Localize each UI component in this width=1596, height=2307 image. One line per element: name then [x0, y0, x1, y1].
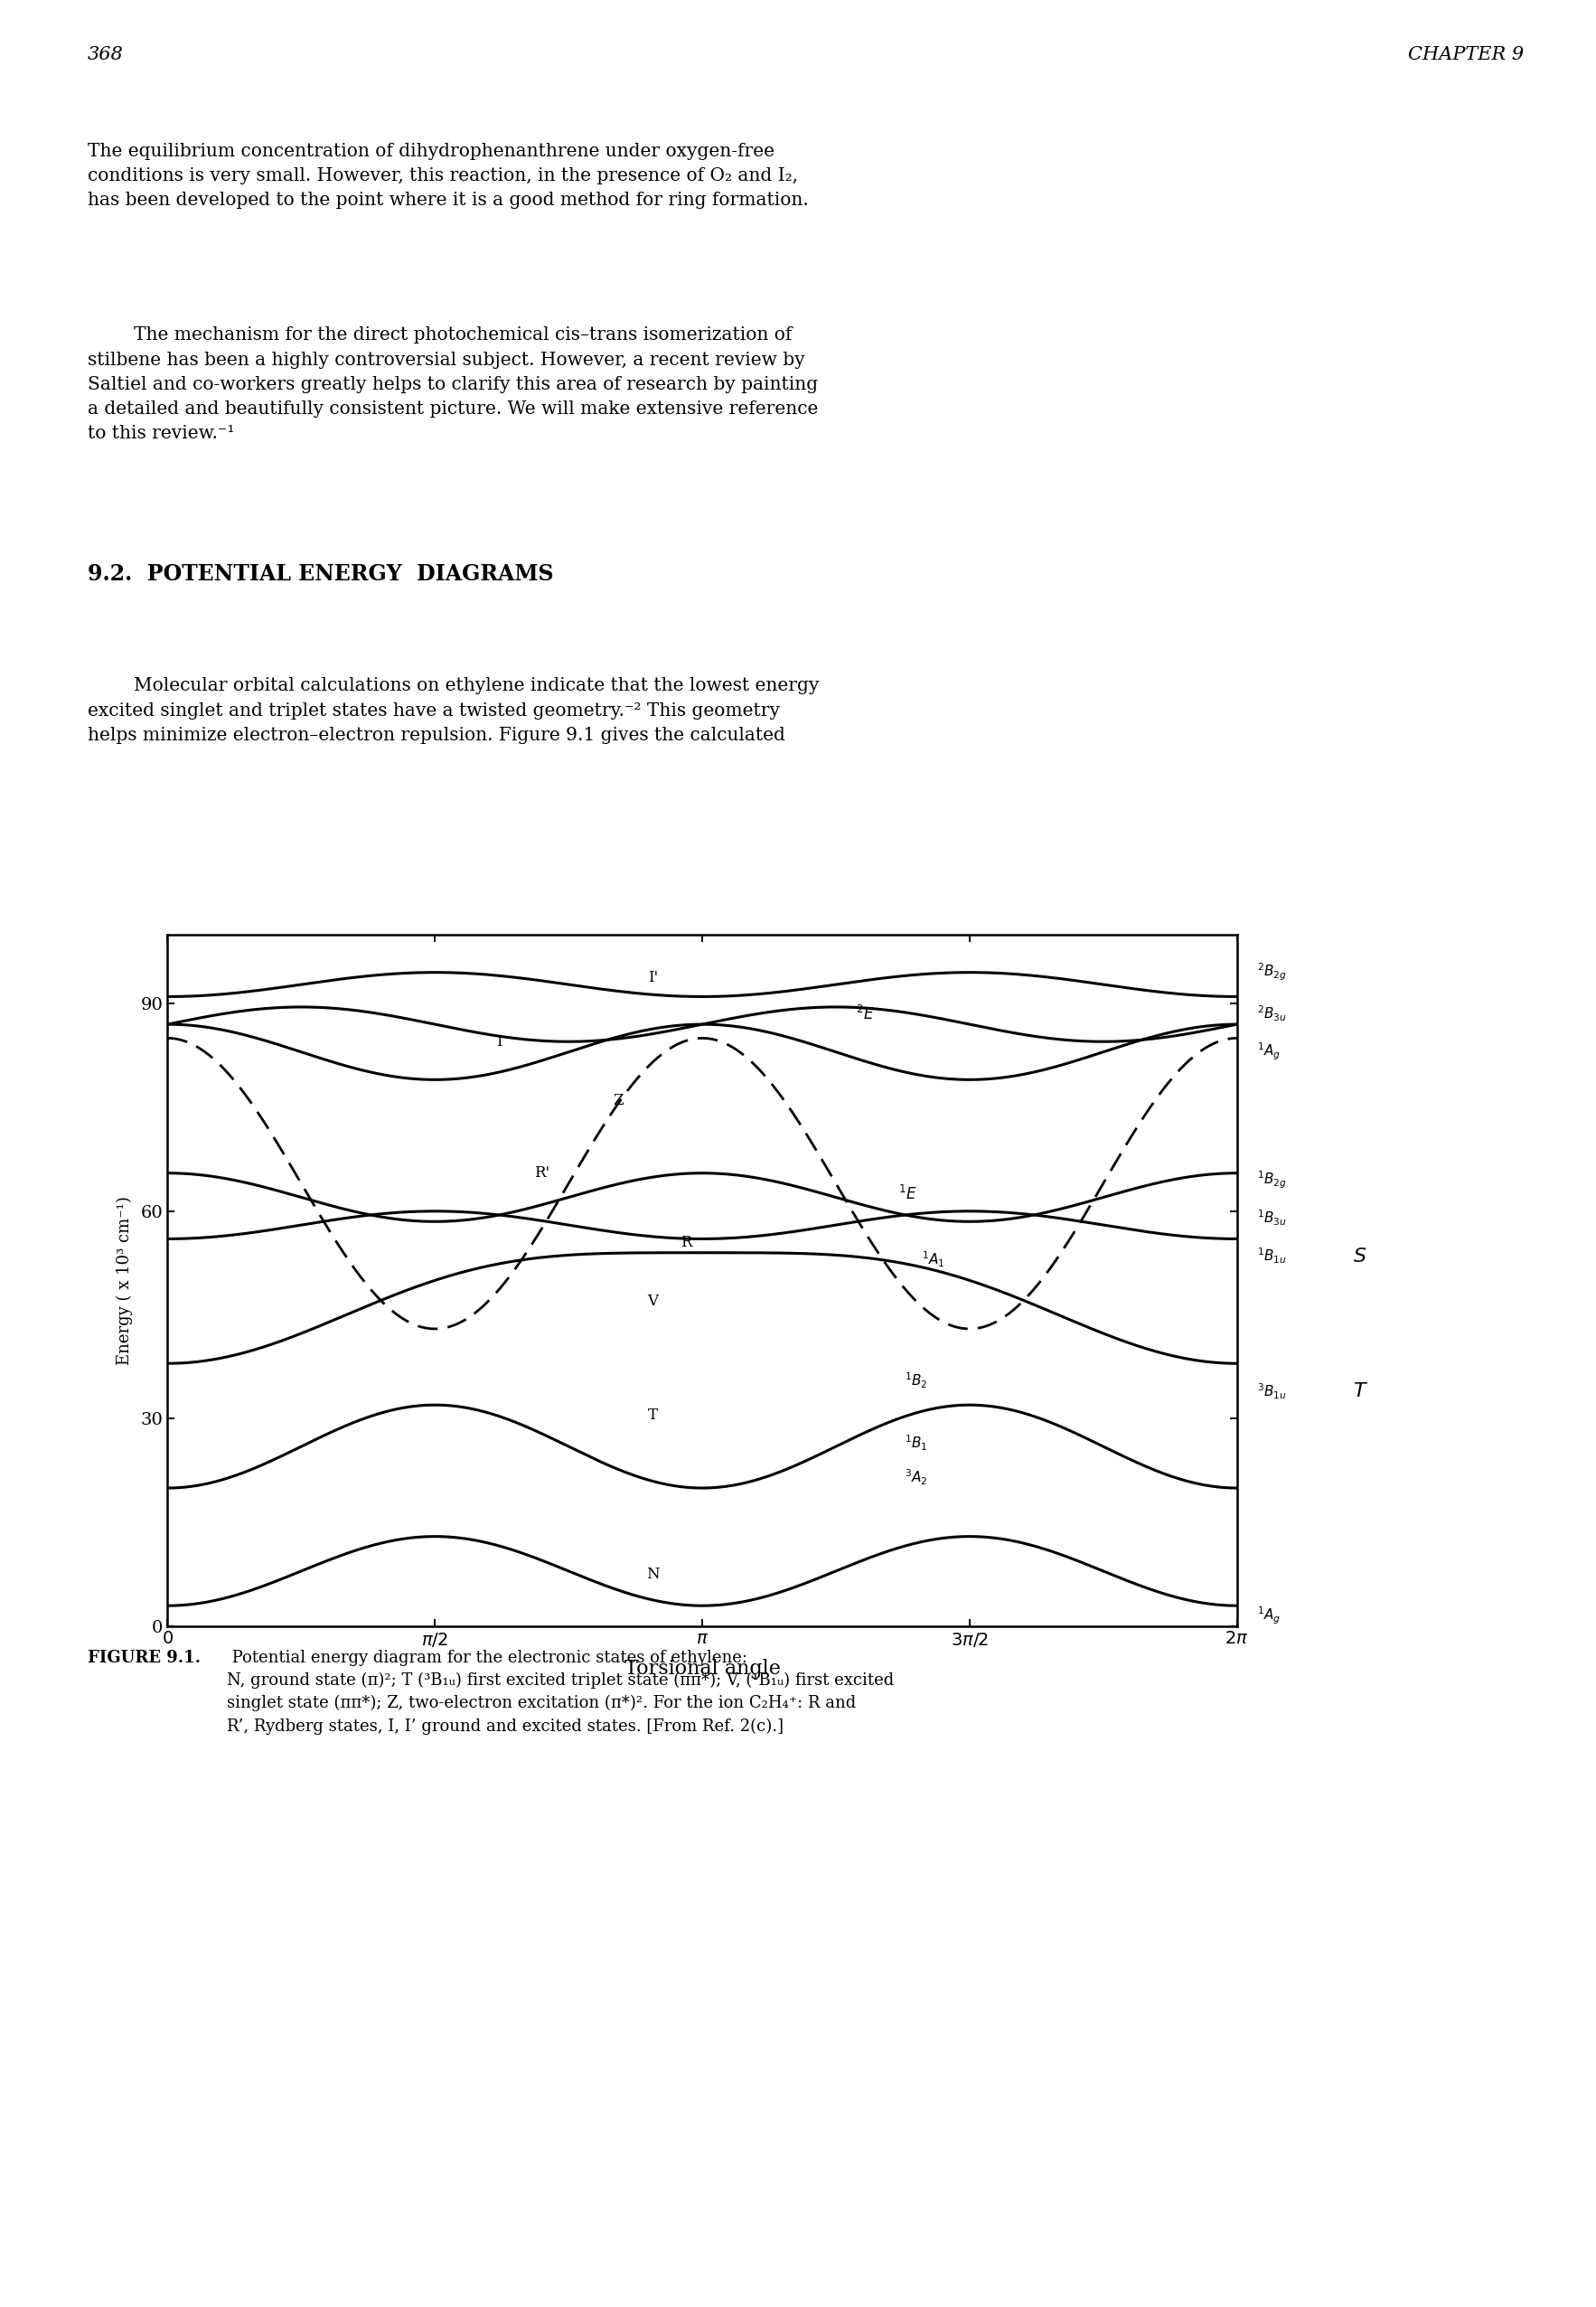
Text: $^1A_g$: $^1A_g$ [1258, 1606, 1282, 1626]
Text: I': I' [648, 969, 658, 985]
Text: N: N [646, 1566, 659, 1583]
Text: CHAPTER 9: CHAPTER 9 [1408, 46, 1524, 62]
Text: R: R [681, 1234, 693, 1250]
Text: $^1B_{3u}$: $^1B_{3u}$ [1258, 1209, 1286, 1227]
Text: Molecular orbital calculations on ethylene indicate that the lowest energy
excit: Molecular orbital calculations on ethyle… [88, 678, 819, 743]
Text: Z: Z [613, 1094, 624, 1107]
Text: $^1A_1$: $^1A_1$ [922, 1250, 945, 1269]
Text: The mechanism for the direct photochemical cis–trans isomerization of
stilbene h: The mechanism for the direct photochemic… [88, 328, 819, 443]
Text: T: T [648, 1407, 658, 1423]
Text: V: V [648, 1294, 658, 1308]
Text: I: I [496, 1034, 503, 1050]
Text: 9.2.  POTENTIAL ENERGY  DIAGRAMS: 9.2. POTENTIAL ENERGY DIAGRAMS [88, 563, 554, 586]
Text: R': R' [535, 1165, 549, 1181]
Text: $^3B_{1u}$: $^3B_{1u}$ [1258, 1382, 1286, 1400]
Text: $^1E$: $^1E$ [899, 1186, 918, 1202]
Text: $^1B_2$: $^1B_2$ [905, 1370, 927, 1391]
X-axis label: Torsional angle: Torsional angle [624, 1659, 780, 1679]
Text: $T$: $T$ [1353, 1382, 1368, 1400]
Text: $^1B_1$: $^1B_1$ [905, 1433, 927, 1453]
Text: Potential energy diagram for the electronic states of ethylene:
N, ground state : Potential energy diagram for the electro… [227, 1650, 894, 1735]
Text: $^2B_{3u}$: $^2B_{3u}$ [1258, 1004, 1286, 1024]
Text: $^2B_{2g}$: $^2B_{2g}$ [1258, 962, 1286, 983]
Text: $^3A_2$: $^3A_2$ [905, 1467, 927, 1488]
Text: FIGURE 9.1.: FIGURE 9.1. [88, 1650, 201, 1666]
Text: The equilibrium concentration of dihydrophenanthrene under oxygen-free
condition: The equilibrium concentration of dihydro… [88, 143, 809, 210]
Text: $^2E$: $^2E$ [855, 1006, 875, 1022]
Y-axis label: Energy ( x 10³ cm⁻¹): Energy ( x 10³ cm⁻¹) [117, 1195, 132, 1366]
Text: 368: 368 [88, 46, 124, 62]
Text: $S$: $S$ [1353, 1246, 1366, 1267]
Text: $^1B_{2g}$: $^1B_{2g}$ [1258, 1170, 1286, 1190]
Text: $^1A_g$: $^1A_g$ [1258, 1040, 1282, 1064]
Text: $^1B_{1u}$: $^1B_{1u}$ [1258, 1246, 1286, 1267]
